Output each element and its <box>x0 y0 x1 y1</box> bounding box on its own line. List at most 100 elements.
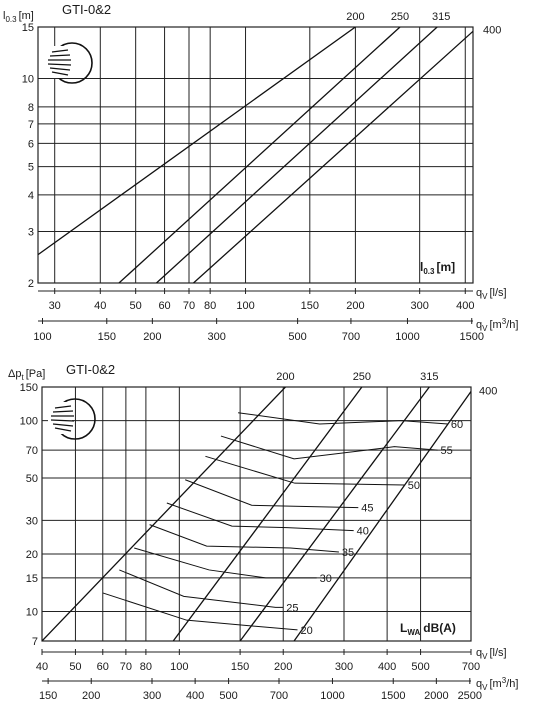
series-line-400 <box>193 30 473 283</box>
series-label: 315 <box>420 371 438 383</box>
x-tick-label-ls: 80 <box>204 300 216 312</box>
x-axis-label-ls: qV [l/s] <box>476 287 507 301</box>
y-tick-label: 3 <box>28 226 34 238</box>
chart-throw-length: GTI-0&2 l0.3 [m] 30 40 50 60 70 80 100 150 200 300… <box>3 2 518 343</box>
x-tick-label-m3h: 300 <box>207 331 225 343</box>
series-label: 400 <box>479 386 497 398</box>
x-tick-label-ls: 40 <box>94 300 106 312</box>
x-tick-label-ls: 50 <box>69 661 81 673</box>
fan-icon <box>45 42 93 84</box>
chart-title: GTI-0&2 <box>66 362 115 377</box>
series-line-200 <box>38 27 356 256</box>
sound-level-label: 35 <box>342 547 354 559</box>
sound-level-curve-40 <box>166 502 354 532</box>
x-tick-label-m3h: 150 <box>98 331 116 343</box>
x-tick-label-m3h: 500 <box>219 690 237 702</box>
y-tick-label: 150 <box>20 382 38 394</box>
y-axis-label: Δpt [Pa] <box>8 368 45 382</box>
x-tick-label-m3h: 700 <box>342 331 360 343</box>
fan-icon-blades <box>47 49 72 76</box>
sound-level-label: 45 <box>361 503 373 515</box>
sound-level-label: 55 <box>441 445 453 457</box>
x-tick-label-m3h: 150 <box>39 690 57 702</box>
x-tick-label-ls: 70 <box>120 661 132 673</box>
series-label: 250 <box>353 371 371 383</box>
fan-icon <box>48 398 96 440</box>
series-line-315 <box>155 27 438 283</box>
x-tick-label-ls: 500 <box>411 661 429 673</box>
y-tick-label: 5 <box>28 162 34 174</box>
x-tick-label-m3h: 200 <box>143 331 161 343</box>
sound-level-curve-30 <box>134 547 317 579</box>
x-tick-label-ls: 300 <box>335 661 353 673</box>
series-label: 200 <box>346 11 364 23</box>
x-axis-label-m3h: qV [m3/h] <box>476 676 518 692</box>
plot-frame <box>37 26 474 284</box>
sound-level-curve-20 <box>102 592 298 631</box>
x-tick-label-ls: 60 <box>97 661 109 673</box>
series-line-400 <box>293 391 471 641</box>
y-tick-label: 4 <box>28 190 34 202</box>
sound-level-curve-25 <box>119 569 284 608</box>
series-label: 315 <box>432 11 450 23</box>
sound-level-curve-50 <box>205 455 405 486</box>
x-tick-label-m3h: 500 <box>288 331 306 343</box>
x-tick-label-ls: 100 <box>236 300 254 312</box>
y-tick-label: 7 <box>28 119 34 131</box>
x-tick-label-m3h: 1500 <box>459 331 483 343</box>
sound-level-curve-45 <box>185 479 359 509</box>
x-tick-label-m3h: 1000 <box>395 331 419 343</box>
x-tick-label-m3h: 2500 <box>458 690 482 702</box>
corner-label: l0.3 [m] <box>420 260 455 276</box>
x-tick-label-ls: 400 <box>378 661 396 673</box>
fan-icon-blades <box>50 405 75 432</box>
x-tick-label-m3h: 300 <box>143 690 161 702</box>
y-tick-label: 20 <box>26 549 38 561</box>
x-tick-label-m3h: 400 <box>186 690 204 702</box>
x-tick-label-ls: 200 <box>274 661 292 673</box>
x-tick-label-ls: 200 <box>346 300 364 312</box>
x-axis-label-ls: qV [l/s] <box>476 647 507 661</box>
x-tick-label-ls: 80 <box>140 661 152 673</box>
x-tick-label-m3h: 1500 <box>381 690 405 702</box>
x-tick-label-ls: 30 <box>49 300 61 312</box>
y-tick-label: 6 <box>28 138 34 150</box>
x-tick-label-ls: 150 <box>301 300 319 312</box>
x-axis-label-m3h: qV [m3/h] <box>476 317 518 333</box>
sound-level-curve-60 <box>238 412 448 425</box>
sound-level-label: 60 <box>451 419 463 431</box>
sound-level-curve-55 <box>220 435 438 460</box>
y-tick-label: 7 <box>32 636 38 648</box>
x-tick-label-ls: 40 <box>36 661 48 673</box>
x-tick-label-ls: 70 <box>183 300 195 312</box>
x-tick-label-m3h: 1000 <box>320 690 344 702</box>
x-tick-label-ls: 700 <box>462 661 480 673</box>
series-line-250 <box>118 27 401 283</box>
y-tick-label: 2 <box>28 278 34 290</box>
series-line-250 <box>172 387 363 641</box>
x-tick-label-m3h: 700 <box>270 690 288 702</box>
y-tick-label: 10 <box>22 74 34 86</box>
x-tick-label-ls: 150 <box>231 661 249 673</box>
series-label: 400 <box>483 24 501 36</box>
y-tick-label: 30 <box>26 515 38 527</box>
sound-level-label: 40 <box>357 526 369 538</box>
series-line-315 <box>239 387 430 641</box>
sound-level-curve-35 <box>149 524 339 553</box>
series-label: 250 <box>391 11 409 23</box>
x-tick-label-m3h: 200 <box>82 690 100 702</box>
series-label: 200 <box>276 371 294 383</box>
sound-level-label: 25 <box>286 602 298 614</box>
y-axis-label: l0.3 [m] <box>3 10 34 24</box>
x-tick-label-ls: 300 <box>410 300 428 312</box>
corner-label: LWA dB(A) <box>400 621 456 637</box>
y-tick-label: 100 <box>20 416 38 428</box>
series-line-200 <box>42 387 286 641</box>
sound-level-label: 30 <box>320 573 332 585</box>
plot-frame <box>41 386 472 642</box>
y-tick-label: 8 <box>28 102 34 114</box>
x-tick-label-ls: 60 <box>158 300 170 312</box>
x-tick-label-m3h: 2000 <box>424 690 448 702</box>
sound-level-label: 20 <box>301 625 313 637</box>
